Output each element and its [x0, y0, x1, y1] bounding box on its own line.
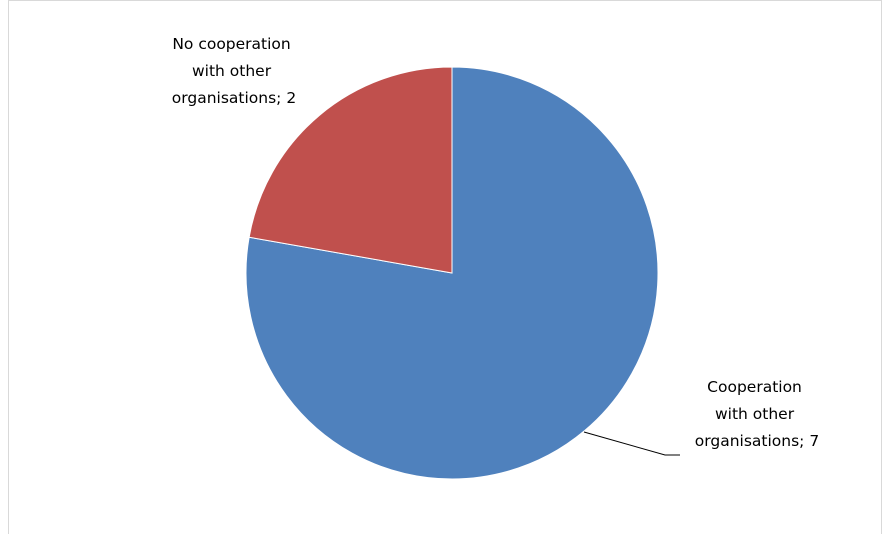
- pie-slice-no-cooperation: [248, 66, 453, 274]
- pie-slice-cooperation: [245, 66, 659, 480]
- pie-slices: [245, 66, 659, 480]
- chart-area: [8, 0, 882, 534]
- leader-lines: [583, 431, 680, 456]
- data-label-cooperation: Cooperation with other organisations; 7: [695, 378, 819, 450]
- data-label-no-cooperation: No cooperation with other organisations;…: [172, 35, 296, 107]
- leader-line-cooperation: [583, 431, 680, 456]
